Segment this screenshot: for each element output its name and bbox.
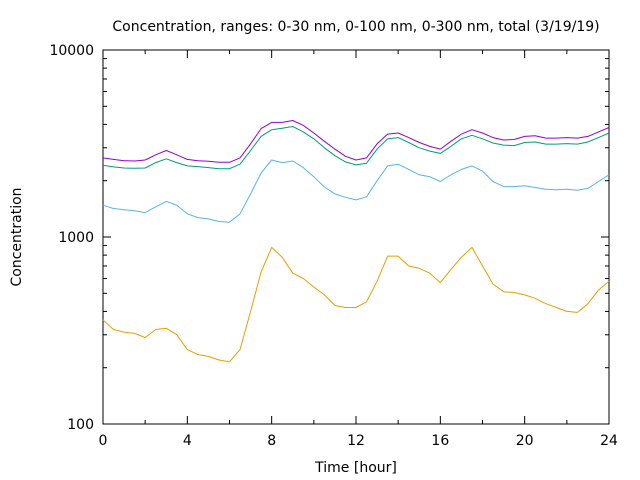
y-tick-label: 10000	[49, 43, 94, 59]
x-axis: 0 4 8 12 16 20 24	[99, 50, 618, 449]
x-tick-label: 8	[267, 433, 276, 449]
series-line-0-300nm	[102, 126, 610, 170]
series-line-total	[102, 120, 610, 163]
x-tick-label: 4	[183, 433, 192, 449]
series-group	[102, 120, 610, 363]
chart-title: Concentration, ranges: 0-30 nm, 0-100 nm…	[112, 19, 599, 35]
y-tick-label: 1000	[58, 230, 94, 246]
x-tick-label: 24	[600, 433, 618, 449]
series-line-0-100nm	[102, 159, 610, 223]
plot-area	[102, 49, 610, 425]
series-line-0-30nm	[102, 246, 610, 363]
x-tick-label: 20	[516, 433, 534, 449]
y-axis-label: Concentration	[9, 187, 25, 286]
x-tick-label: 0	[99, 433, 108, 449]
y-tick-label: 100	[67, 417, 94, 433]
x-tick-label: 16	[431, 433, 449, 449]
y-axis: 100 1000 10000	[49, 43, 609, 433]
x-tick-label: 12	[347, 433, 365, 449]
x-axis-label: Time [hour]	[314, 460, 397, 476]
